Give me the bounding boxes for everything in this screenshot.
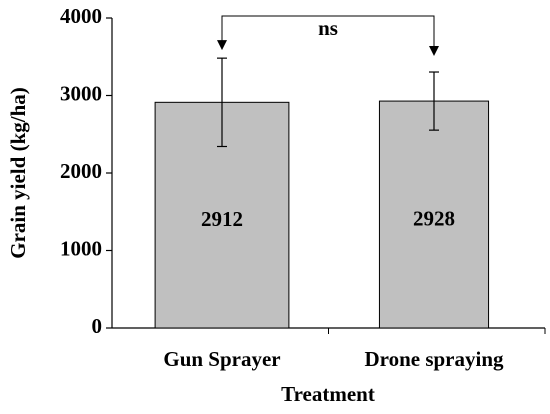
y-tick-label: 1000 (60, 236, 102, 260)
y-tick-label: 3000 (60, 81, 102, 105)
data-label: 2928 (413, 206, 455, 230)
bar (378, 100, 490, 329)
data-label: 2912 (201, 207, 243, 231)
x-tick-label: Drone spraying (364, 347, 504, 371)
x-tick-label: Gun Sprayer (163, 347, 280, 371)
arrow-head (217, 40, 227, 51)
error-bar (429, 71, 439, 131)
y-tick-label: 4000 (60, 4, 102, 28)
annotation: ns (318, 16, 338, 40)
y-axis-label: Grain yield (kg/ha) (6, 87, 30, 259)
error-bar (217, 57, 227, 148)
y-tick-label: 0 (92, 314, 103, 338)
arrow-head (429, 46, 439, 57)
significance-bracket (221, 15, 435, 50)
x-axis-label: Treatment (281, 382, 375, 406)
y-tick-label: 2000 (60, 159, 102, 183)
